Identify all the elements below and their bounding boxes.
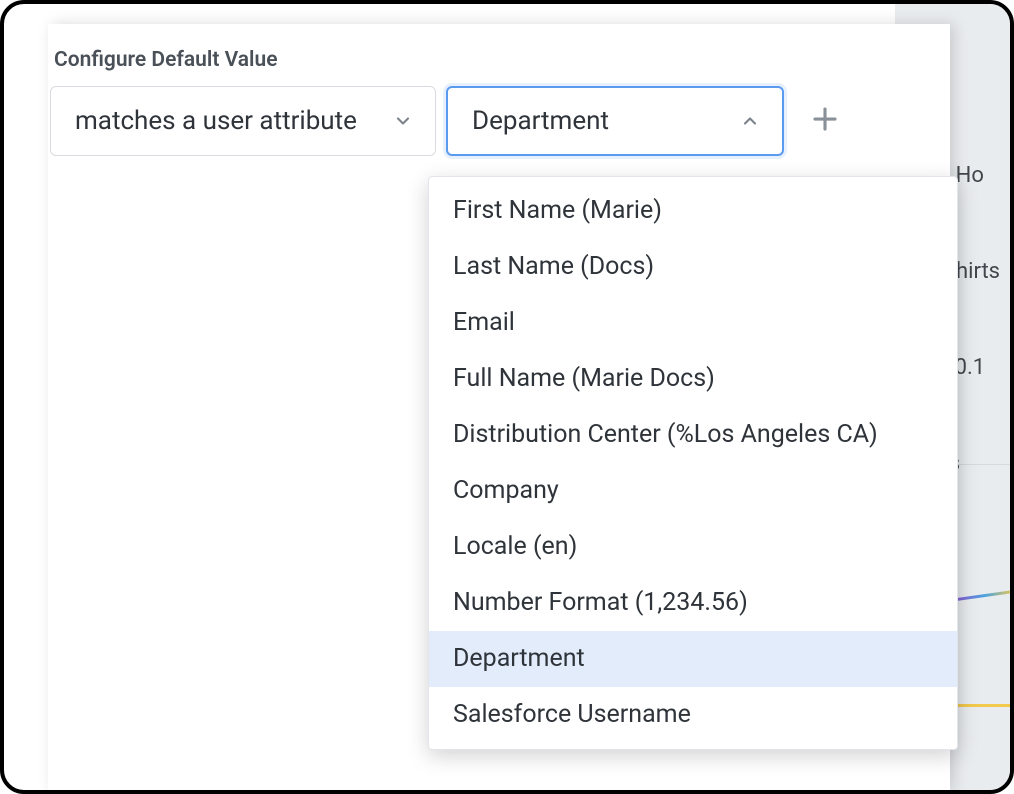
dropdown-option-first-name[interactable]: First Name (Marie) (429, 183, 957, 239)
chevron-down-icon (389, 107, 417, 135)
dropdown-option-locale[interactable]: Locale (en) (429, 519, 957, 575)
dropdown-option-company[interactable]: Company (429, 463, 957, 519)
dropdown-option-department[interactable]: Department (429, 631, 957, 687)
plus-icon (810, 104, 840, 138)
chevron-up-icon (736, 107, 764, 135)
attribute-select[interactable]: Department (446, 86, 784, 156)
dropdown-option-full-name[interactable]: Full Name (Marie Docs) (429, 351, 957, 407)
dropdown-option-distribution-center[interactable]: Distribution Center (%Los Angeles CA) (429, 407, 957, 463)
dropdown-option-number-format[interactable]: Number Format (1,234.56) (429, 575, 957, 631)
dropdown-option-salesforce-username[interactable]: Salesforce Username (429, 687, 957, 743)
section-label: Configure Default Value (54, 48, 950, 72)
attribute-dropdown: First Name (Marie) Last Name (Docs) Emai… (428, 176, 958, 750)
add-button[interactable] (802, 98, 848, 144)
attribute-select-value: Department (472, 106, 609, 136)
condition-select[interactable]: matches a user attribute (50, 86, 436, 156)
app-frame: on Ho atshirts s 20.1 ees 81 s 1 Configu… (0, 0, 1014, 794)
controls-row: matches a user attribute Department (50, 86, 950, 156)
bg-chart-line-3 (950, 704, 1010, 707)
dropdown-option-email[interactable]: Email (429, 295, 957, 351)
dropdown-option-last-name[interactable]: Last Name (Docs) (429, 239, 957, 295)
condition-select-value: matches a user attribute (75, 106, 357, 136)
